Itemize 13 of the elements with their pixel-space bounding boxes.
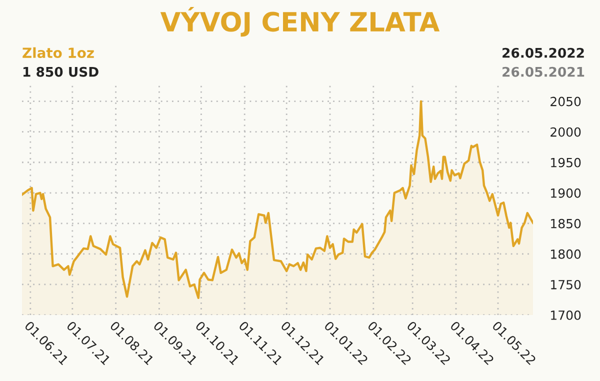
text: 26.05.2021 bbox=[502, 66, 584, 77]
chart-title: VÝVOJ CENY ZLATA bbox=[160, 6, 440, 37]
y-tick-label: 1950 bbox=[551, 158, 581, 168]
text: 1 850 USD bbox=[23, 66, 98, 77]
y-tick-label: 1800 bbox=[551, 249, 581, 259]
y-tick-label: 1750 bbox=[551, 280, 581, 290]
y-tick-label: 1700 bbox=[551, 310, 581, 320]
y-tick-label: 1900 bbox=[551, 188, 581, 198]
y-tick-label: 2000 bbox=[550, 127, 581, 137]
y-tick-label: 1850 bbox=[551, 218, 581, 228]
text: 26.05.2022 bbox=[502, 48, 584, 58]
text: Zlato 1oz bbox=[22, 47, 94, 58]
y-tick-label: 2050 bbox=[550, 96, 581, 106]
